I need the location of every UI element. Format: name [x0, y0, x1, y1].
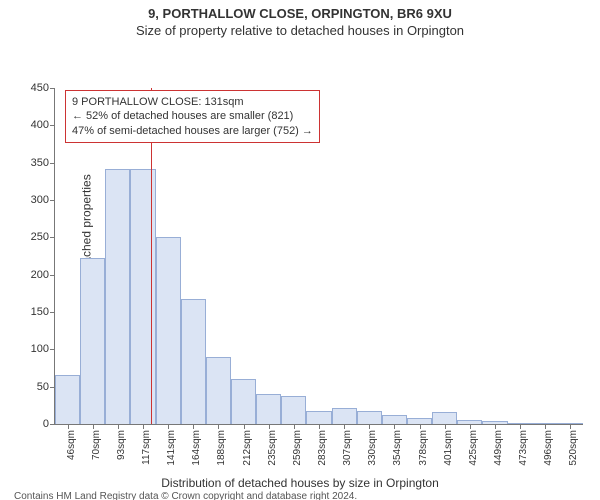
- footer-line: Contains HM Land Registry data © Crown c…: [14, 490, 600, 500]
- y-tick-mark: [50, 163, 55, 164]
- page-subtitle: Size of property relative to detached ho…: [0, 21, 600, 40]
- chart-area: Number of detached properties 9 PORTHALL…: [0, 40, 600, 474]
- x-tick-mark: [118, 424, 119, 429]
- annotation-line: 47% of semi-detached houses are larger (…: [72, 124, 313, 138]
- x-tick-mark: [545, 424, 546, 429]
- x-tick-label: 93sqm: [116, 430, 127, 460]
- x-tick-label: 473sqm: [518, 430, 529, 466]
- x-tick-mark: [143, 424, 144, 429]
- y-tick-label: 100: [31, 343, 49, 355]
- annotation-box: 9 PORTHALLOW CLOSE: 131sqm← 52% of detac…: [65, 90, 320, 143]
- x-tick-label: 496sqm: [543, 430, 554, 466]
- bar: [382, 415, 407, 424]
- x-tick-mark: [445, 424, 446, 429]
- y-tick-label: 400: [31, 119, 49, 131]
- x-tick-mark: [218, 424, 219, 429]
- x-tick-label: 259sqm: [292, 430, 303, 466]
- bar: [306, 411, 331, 424]
- x-tick-label: 401sqm: [443, 430, 454, 466]
- x-tick-mark: [495, 424, 496, 429]
- x-tick-label: 520sqm: [568, 430, 579, 466]
- x-tick-label: 330sqm: [367, 430, 378, 466]
- bar: [105, 169, 130, 424]
- x-tick-mark: [470, 424, 471, 429]
- y-tick-label: 150: [31, 306, 49, 318]
- x-tick-mark: [369, 424, 370, 429]
- x-tick-mark: [244, 424, 245, 429]
- x-tick-label: 378sqm: [418, 430, 429, 466]
- bar: [206, 357, 231, 424]
- x-tick-label: 449sqm: [493, 430, 504, 466]
- x-tick-label: 141sqm: [166, 430, 177, 466]
- y-tick-label: 0: [43, 418, 49, 430]
- x-tick-mark: [168, 424, 169, 429]
- y-tick-mark: [50, 88, 55, 89]
- bar: [357, 411, 382, 424]
- bar: [80, 258, 105, 424]
- x-tick-mark: [294, 424, 295, 429]
- y-tick-mark: [50, 237, 55, 238]
- x-tick-label: 188sqm: [216, 430, 227, 466]
- x-axis-label: Distribution of detached houses by size …: [0, 476, 600, 490]
- x-tick-mark: [319, 424, 320, 429]
- x-tick-label: 117sqm: [141, 430, 152, 465]
- bar: [231, 379, 256, 424]
- x-tick-label: 46sqm: [66, 430, 77, 460]
- x-tick-label: 70sqm: [91, 430, 102, 460]
- y-tick-mark: [50, 349, 55, 350]
- x-tick-label: 354sqm: [392, 430, 403, 466]
- y-tick-label: 50: [37, 381, 49, 393]
- x-tick-mark: [93, 424, 94, 429]
- x-tick-label: 212sqm: [242, 430, 253, 466]
- annotation-line: ← 52% of detached houses are smaller (82…: [72, 109, 313, 123]
- bar: [130, 169, 155, 424]
- x-tick-mark: [394, 424, 395, 429]
- y-tick-mark: [50, 387, 55, 388]
- footer: Contains HM Land Registry data © Crown c…: [0, 490, 600, 500]
- y-tick-label: 350: [31, 157, 49, 169]
- bar: [55, 375, 80, 424]
- x-tick-label: 164sqm: [191, 430, 202, 466]
- y-tick-mark: [50, 424, 55, 425]
- x-tick-mark: [570, 424, 571, 429]
- bar: [432, 412, 457, 424]
- x-tick-mark: [520, 424, 521, 429]
- x-tick-mark: [344, 424, 345, 429]
- x-tick-label: 283sqm: [317, 430, 328, 466]
- page-title: 9, PORTHALLOW CLOSE, ORPINGTON, BR6 9XU: [0, 0, 600, 21]
- y-tick-label: 250: [31, 231, 49, 243]
- x-tick-label: 307sqm: [342, 430, 353, 466]
- y-tick-mark: [50, 275, 55, 276]
- bar: [156, 237, 181, 424]
- bar: [181, 299, 206, 424]
- bar: [332, 408, 357, 424]
- y-tick-mark: [50, 312, 55, 313]
- x-tick-mark: [193, 424, 194, 429]
- bar: [281, 396, 306, 424]
- y-tick-mark: [50, 125, 55, 126]
- x-tick-mark: [420, 424, 421, 429]
- x-tick-mark: [269, 424, 270, 429]
- plot-region: 9 PORTHALLOW CLOSE: 131sqm← 52% of detac…: [54, 88, 583, 425]
- y-tick-label: 450: [31, 82, 49, 94]
- y-tick-mark: [50, 200, 55, 201]
- y-tick-label: 300: [31, 194, 49, 206]
- x-tick-mark: [68, 424, 69, 429]
- bar: [256, 394, 281, 424]
- annotation-line: 9 PORTHALLOW CLOSE: 131sqm: [72, 95, 313, 109]
- y-tick-label: 200: [31, 269, 49, 281]
- x-tick-label: 425sqm: [468, 430, 479, 466]
- x-tick-label: 235sqm: [267, 430, 278, 466]
